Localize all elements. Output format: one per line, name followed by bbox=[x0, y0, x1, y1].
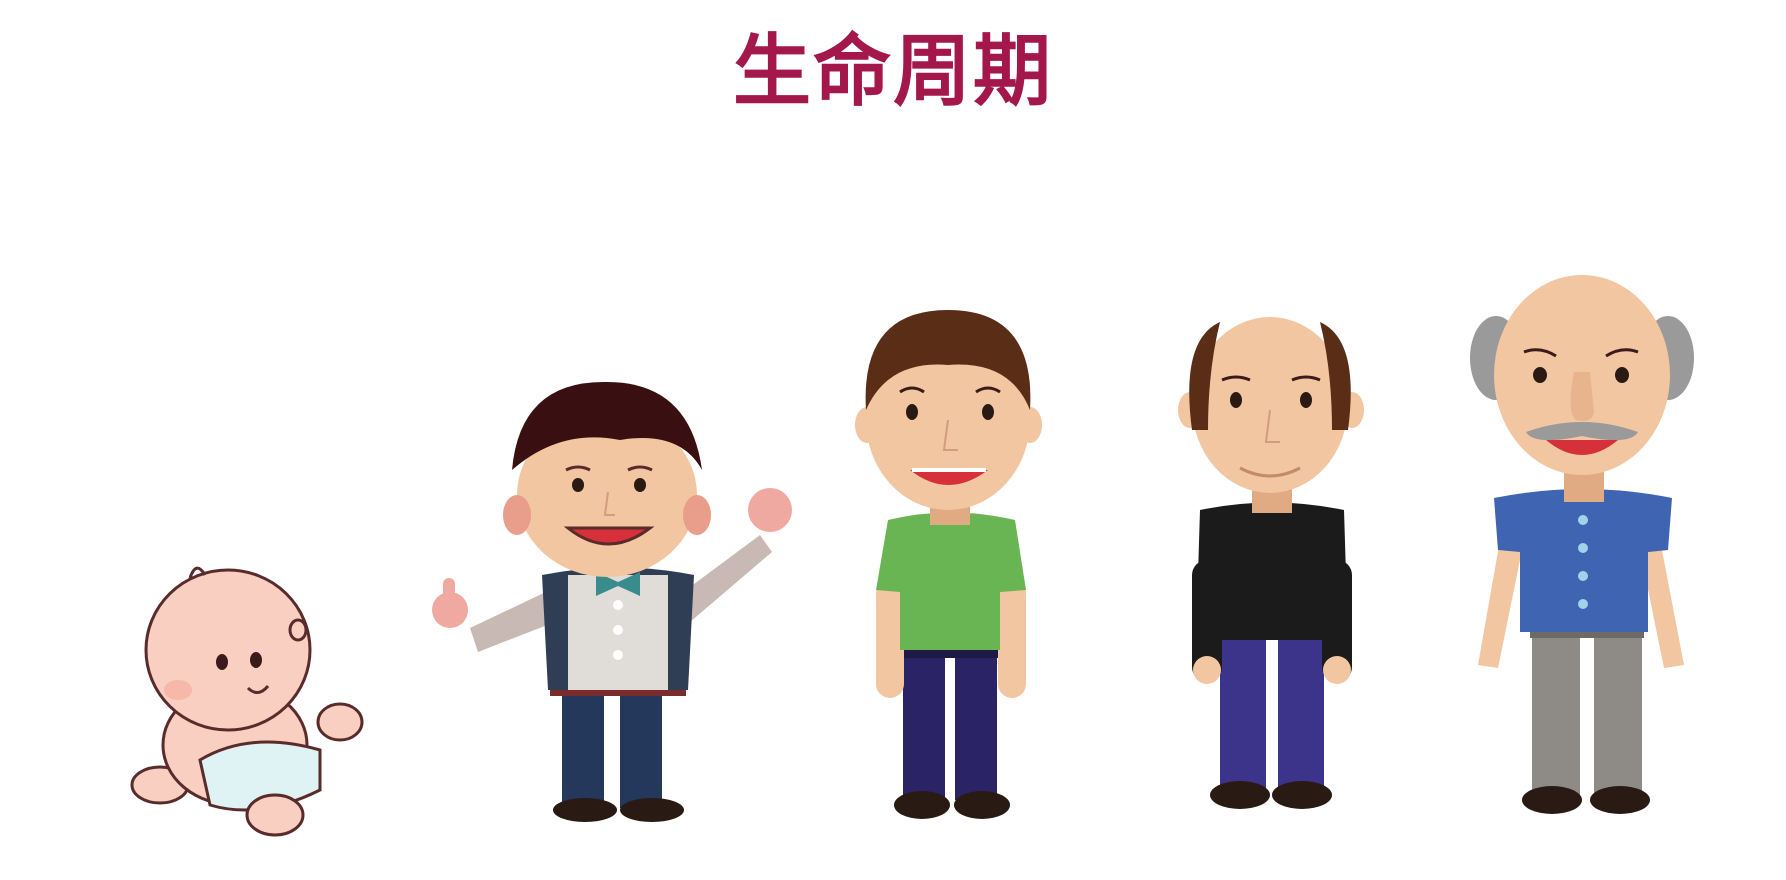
elderly-icon bbox=[1470, 275, 1694, 814]
young-adult-icon bbox=[855, 310, 1042, 819]
child-icon bbox=[432, 381, 792, 822]
middle-aged-icon bbox=[1178, 317, 1364, 809]
page-title: 生命周期 bbox=[732, 27, 1053, 117]
baby-icon bbox=[130, 566, 364, 837]
